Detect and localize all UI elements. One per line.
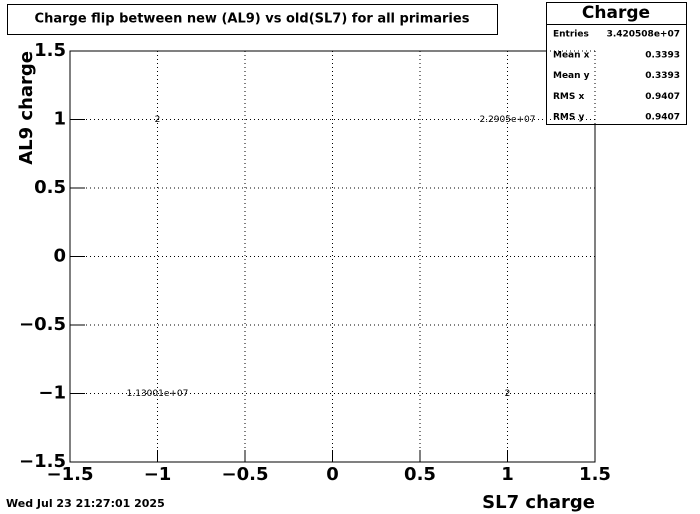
x-tick-label: 0.5 — [404, 464, 436, 485]
x-tick-label: 1.5 — [579, 464, 611, 485]
y-tick-label: 0 — [53, 246, 66, 267]
stats-value: 0.9407 — [645, 92, 680, 102]
y-axis-label: AL9 charge — [16, 51, 37, 165]
x-tick-label: −1.5 — [47, 464, 94, 485]
stats-name: RMS y — [553, 113, 585, 123]
y-tick-label: −1.5 — [19, 451, 66, 472]
x-tick-label: −1 — [144, 464, 172, 485]
y-tick-label: −1 — [38, 383, 66, 404]
cell-label: 2.2905e+07 — [479, 115, 535, 125]
stats-value: 0.3393 — [645, 71, 680, 81]
cell-label: 2 — [155, 115, 161, 125]
y-tick-label: 1.5 — [34, 40, 66, 61]
stats-name: Entries — [553, 30, 589, 40]
timestamp: Wed Jul 23 21:27:01 2025 — [6, 497, 165, 510]
chart-title: Charge flip between new (AL9) vs old(SL7… — [35, 12, 470, 27]
stats-name: Mean y — [553, 71, 590, 81]
cell-label: 1.13001e+07 — [127, 389, 189, 399]
stats-value: 0.9407 — [645, 113, 680, 123]
y-tick-label: −0.5 — [19, 314, 66, 335]
x-tick-label: 1 — [501, 464, 514, 485]
stats-name: RMS x — [553, 92, 585, 102]
x-tick-label: 0 — [326, 464, 339, 485]
stats-box: Charge — [546, 2, 687, 125]
x-tick-label: −0.5 — [222, 464, 269, 485]
stats-frame — [546, 2, 687, 125]
y-tick-label: 1 — [53, 109, 66, 130]
stats-name: Mean x — [553, 50, 590, 60]
x-axis-label: SL7 charge — [482, 492, 595, 513]
stats-title: Charge — [582, 3, 650, 23]
y-tick-label: 0.5 — [34, 177, 66, 198]
cell-label: 2 — [505, 389, 511, 399]
title-box — [7, 4, 498, 35]
stats-value: 0.3393 — [645, 50, 680, 60]
stats-value: 3.420508e+07 — [607, 30, 680, 40]
